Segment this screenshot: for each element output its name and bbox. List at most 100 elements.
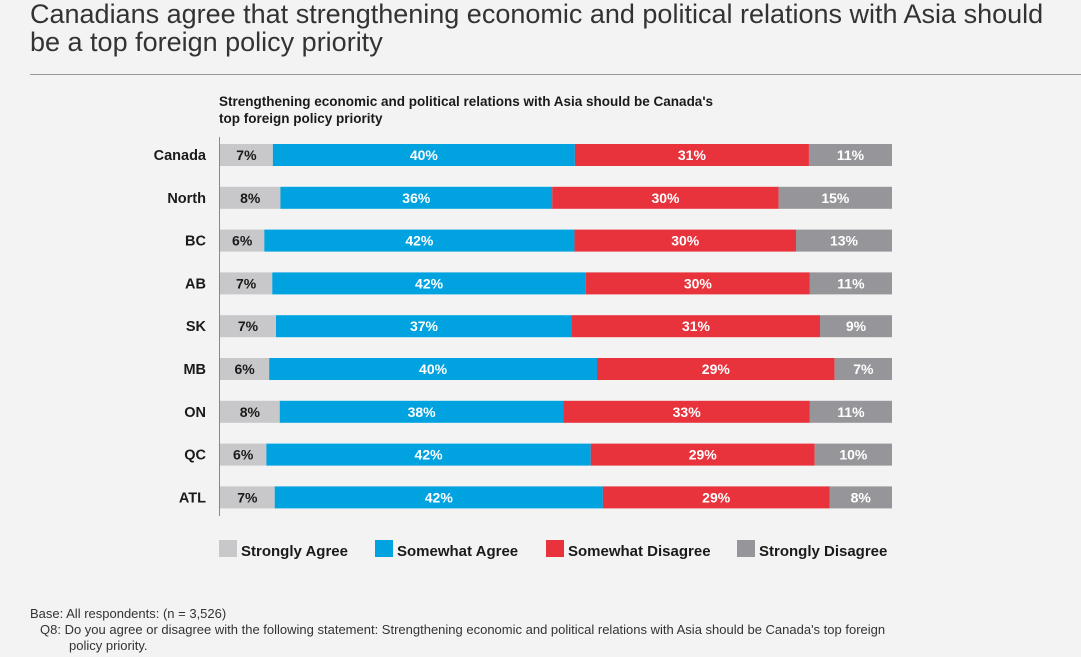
bar-segment xyxy=(220,400,280,423)
bar-value-label: 13% xyxy=(830,233,859,249)
bar-value-label: 40% xyxy=(419,361,448,377)
bar-value-label: 6% xyxy=(233,447,254,463)
legend-label: Strongly Disagree xyxy=(759,543,887,560)
bar-segment xyxy=(585,272,810,295)
legend-label: Somewhat Agree xyxy=(397,543,518,560)
bar-value-label: 11% xyxy=(837,404,865,420)
stacked-bar-chart: Strengthening economic and political rel… xyxy=(154,94,892,560)
category-label: MB xyxy=(183,362,206,378)
bar-value-label: 29% xyxy=(689,447,718,463)
bar-segment xyxy=(820,315,892,338)
bar-value-label: 30% xyxy=(684,275,713,291)
legend: Strongly Agree Somewhat Agree Somewhat Dis… xyxy=(219,540,887,560)
bar-value-label: 7% xyxy=(237,489,258,505)
bar-value-label: 42% xyxy=(405,233,434,249)
bar-value-label: 36% xyxy=(402,190,431,206)
bar-value-label: 7% xyxy=(853,361,874,377)
chart-subtitle: Strengthening economic and political rel… xyxy=(219,94,713,126)
footnote: Base: All respondents: (n = 3,526) Q8: D… xyxy=(30,606,1060,654)
legend-swatch xyxy=(219,540,237,557)
bar-value-label: 29% xyxy=(702,361,731,377)
bar-segment xyxy=(266,443,591,466)
bar-segment xyxy=(220,443,267,466)
bar-segment xyxy=(220,486,275,509)
chart-subtitle-line: Strengthening economic and political rel… xyxy=(219,94,713,109)
bar-value-label: 42% xyxy=(415,447,444,463)
bar-value-label: 29% xyxy=(702,489,731,505)
footnote-question-cont: policy priority. xyxy=(69,638,148,653)
legend-label: Strongly Agree xyxy=(241,543,348,560)
bar-value-label: 8% xyxy=(240,190,261,206)
bar-value-label: 37% xyxy=(410,318,439,334)
bar-segment xyxy=(809,272,892,295)
footnote-question: Q8: Do you agree or disagree with the fo… xyxy=(40,622,886,637)
bar-segment xyxy=(590,443,815,466)
legend-swatch xyxy=(375,540,393,557)
bars: 7% 40% 31% 11% 8% 36% 30% 15% 6% 42% 30% 13% 7% 42% 30… xyxy=(220,144,892,509)
bar-value-label: 7% xyxy=(236,275,257,291)
category-labels: Canada North BC AB SK MB ON QC ATL xyxy=(154,148,207,506)
bar-segment xyxy=(220,144,273,166)
bar-segment xyxy=(272,272,586,295)
bar-value-label: 7% xyxy=(238,318,259,334)
bar-value-label: 11% xyxy=(837,147,865,163)
bar-segment xyxy=(274,486,603,509)
bar-segment xyxy=(264,229,575,252)
bar-value-label: 10% xyxy=(839,447,868,463)
chart-subtitle-line: top foreign policy priority xyxy=(219,111,383,126)
bar-value-label: 6% xyxy=(232,233,253,249)
category-label: ATL xyxy=(179,490,206,506)
page-title: Canadians agree that strengthening econo… xyxy=(30,0,1044,57)
category-label: Canada xyxy=(154,148,207,164)
bar-value-label: 8% xyxy=(851,489,872,505)
bar-segment xyxy=(814,443,892,466)
bar-segment xyxy=(809,400,892,423)
bar-value-label: 31% xyxy=(678,147,707,163)
bar-segment xyxy=(563,400,810,423)
bar-value-label: 11% xyxy=(837,275,865,291)
bar-value-label: 9% xyxy=(846,318,867,334)
bar-segment xyxy=(829,486,892,509)
bar-segment xyxy=(834,358,892,380)
bar-segment xyxy=(272,144,575,166)
legend-swatch xyxy=(546,540,564,557)
bar-segment xyxy=(552,186,779,209)
bar-segment xyxy=(220,315,276,338)
bar-segment xyxy=(220,186,281,209)
category-label: ON xyxy=(184,405,206,421)
bar-segment xyxy=(602,486,830,509)
bar-value-label: 33% xyxy=(673,404,702,420)
bar-value-label: 42% xyxy=(415,275,444,291)
legend-swatch xyxy=(737,540,755,557)
bar-value-label: 15% xyxy=(821,190,850,206)
bar-segment xyxy=(276,315,572,338)
bar-value-label: 30% xyxy=(651,190,680,206)
category-label: AB xyxy=(185,276,206,292)
bar-value-label: 42% xyxy=(425,489,454,505)
footnote-base: Base: All respondents: (n = 3,526) xyxy=(30,606,227,621)
bar-segment xyxy=(574,229,796,252)
bar-segment xyxy=(572,315,820,338)
bar-segment xyxy=(280,186,553,209)
bar-segment xyxy=(778,186,892,209)
bar-value-label: 31% xyxy=(682,318,711,334)
category-label: SK xyxy=(186,319,207,335)
bar-segment xyxy=(574,144,809,166)
bar-segment xyxy=(220,358,270,380)
bar-segment xyxy=(808,144,892,166)
bar-segment xyxy=(279,400,564,423)
category-label: QC xyxy=(184,448,206,464)
category-label: BC xyxy=(185,234,206,250)
bar-value-label: 8% xyxy=(240,404,261,420)
bar-value-label: 6% xyxy=(234,361,255,377)
bar-segment xyxy=(220,229,265,252)
category-label: North xyxy=(167,191,206,207)
bar-segment xyxy=(796,229,892,252)
bar-segment xyxy=(269,358,597,380)
bar-value-label: 7% xyxy=(236,147,257,163)
legend-label: Somewhat Disagree xyxy=(568,543,711,560)
bar-segment xyxy=(596,358,835,380)
bar-value-label: 38% xyxy=(408,404,437,420)
title-divider xyxy=(30,74,1081,75)
bar-value-label: 40% xyxy=(410,147,439,163)
